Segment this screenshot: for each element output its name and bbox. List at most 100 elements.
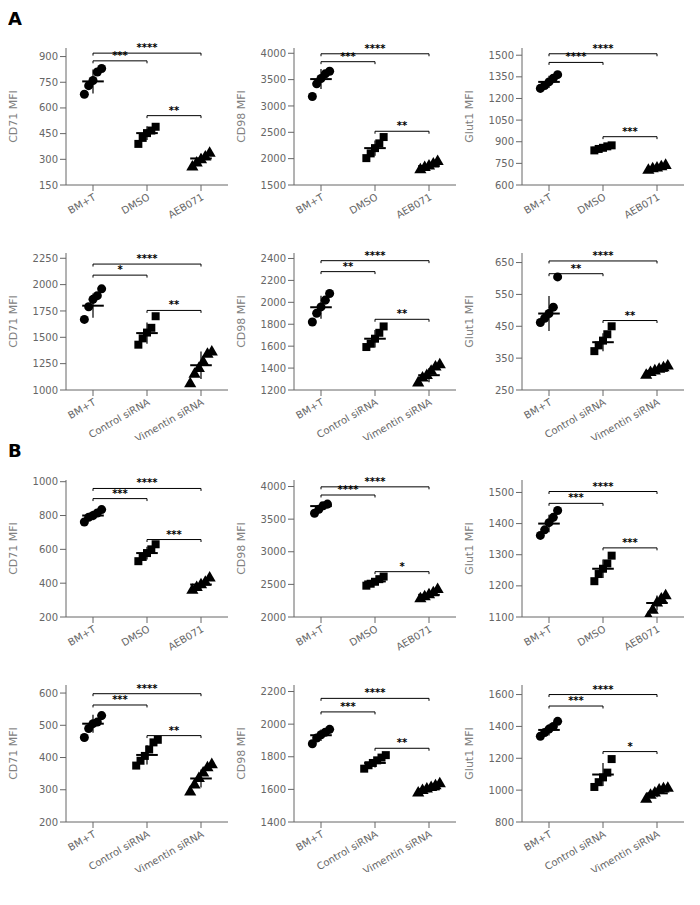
svg-text:**: ** [169, 299, 180, 310]
svg-text:800: 800 [39, 510, 58, 521]
svg-text:***: *** [622, 126, 638, 137]
svg-text:AEB071: AEB071 [166, 191, 205, 220]
svg-text:450: 450 [39, 128, 58, 139]
svg-text:400: 400 [39, 578, 58, 589]
svg-text:2000: 2000 [261, 719, 286, 730]
svg-text:****: **** [137, 477, 159, 488]
svg-text:1500: 1500 [33, 332, 58, 343]
svg-text:Vimentin siRNA: Vimentin siRNA [133, 396, 205, 440]
svg-text:AEB071: AEB071 [622, 623, 661, 652]
svg-text:BM+T: BM+T [522, 623, 554, 648]
svg-text:3000: 3000 [261, 546, 286, 557]
svg-text:2500: 2500 [261, 579, 286, 590]
svg-text:4000: 4000 [261, 48, 286, 59]
svg-text:****: **** [137, 683, 159, 694]
svg-text:1500: 1500 [489, 50, 514, 61]
svg-text:1200: 1200 [489, 753, 514, 764]
svg-text:BM+T: BM+T [294, 396, 326, 421]
svg-text:1600: 1600 [489, 689, 514, 700]
svg-text:1100: 1100 [489, 612, 514, 623]
svg-text:600: 600 [39, 544, 58, 555]
svg-text:BM+T: BM+T [66, 623, 98, 648]
svg-text:***: *** [568, 492, 584, 503]
svg-text:***: *** [112, 50, 128, 61]
svg-text:****: **** [593, 684, 615, 695]
svg-text:CD98 MFI: CD98 MFI [236, 522, 248, 575]
svg-text:400: 400 [39, 752, 58, 763]
svg-text:BM+T: BM+T [522, 396, 554, 421]
svg-text:AEB071: AEB071 [166, 623, 205, 652]
svg-text:2500: 2500 [261, 127, 286, 138]
svg-text:**: ** [169, 105, 180, 116]
svg-text:1600: 1600 [261, 341, 286, 352]
svg-text:Vimentin siRNA: Vimentin siRNA [589, 396, 661, 440]
svg-text:1600: 1600 [261, 784, 286, 795]
svg-text:CD98 MFI: CD98 MFI [236, 727, 248, 780]
svg-text:CD71 MFI: CD71 MFI [8, 295, 20, 348]
svg-text:1000: 1000 [33, 385, 58, 396]
svg-text:CD71 MFI: CD71 MFI [8, 90, 20, 143]
svg-text:***: *** [112, 694, 128, 705]
svg-text:****: **** [137, 42, 159, 53]
svg-text:2250: 2250 [33, 253, 58, 264]
svg-text:150: 150 [39, 180, 58, 191]
svg-text:3500: 3500 [261, 74, 286, 85]
svg-text:**: ** [397, 308, 408, 319]
svg-text:BM+T: BM+T [522, 191, 554, 216]
svg-text:***: *** [568, 695, 584, 706]
svg-text:550: 550 [495, 289, 514, 300]
svg-text:CD98 MFI: CD98 MFI [236, 90, 248, 143]
svg-text:*: * [399, 561, 405, 572]
svg-text:**: ** [397, 120, 408, 131]
svg-text:CD98 MFI: CD98 MFI [236, 295, 248, 348]
svg-text:***: *** [166, 529, 182, 540]
svg-text:BM+T: BM+T [522, 828, 554, 853]
svg-text:****: **** [365, 476, 387, 487]
svg-text:****: **** [137, 253, 159, 264]
svg-text:2200: 2200 [261, 275, 286, 286]
svg-text:4000: 4000 [261, 481, 286, 492]
svg-text:2000: 2000 [33, 279, 58, 290]
svg-text:Glut1 MFI: Glut1 MFI [464, 522, 476, 574]
svg-text:300: 300 [39, 154, 58, 165]
svg-text:DMSO: DMSO [348, 623, 380, 648]
svg-text:600: 600 [39, 102, 58, 113]
svg-text:AEB071: AEB071 [622, 191, 661, 220]
svg-text:****: **** [338, 484, 360, 495]
svg-text:1200: 1200 [261, 385, 286, 396]
svg-text:1400: 1400 [261, 363, 286, 374]
svg-text:BM+T: BM+T [66, 191, 98, 216]
svg-text:200: 200 [39, 817, 58, 828]
svg-text:Vimentin siRNA: Vimentin siRNA [361, 828, 433, 872]
svg-text:1500: 1500 [489, 487, 514, 498]
svg-text:Glut1 MFI: Glut1 MFI [464, 295, 476, 347]
svg-text:***: *** [340, 51, 356, 62]
svg-text:*: * [117, 264, 123, 275]
svg-text:1000: 1000 [33, 476, 58, 487]
svg-text:1300: 1300 [489, 549, 514, 560]
svg-text:250: 250 [495, 385, 514, 396]
svg-text:1800: 1800 [261, 319, 286, 330]
svg-text:2200: 2200 [261, 686, 286, 697]
svg-text:2000: 2000 [261, 612, 286, 623]
svg-text:DMSO: DMSO [120, 623, 152, 648]
svg-text:1250: 1250 [33, 358, 58, 369]
svg-text:****: **** [593, 481, 615, 492]
svg-text:Vimentin siRNA: Vimentin siRNA [361, 396, 433, 440]
svg-text:BM+T: BM+T [294, 623, 326, 648]
svg-text:Glut1 MFI: Glut1 MFI [464, 90, 476, 142]
svg-text:AEB071: AEB071 [394, 623, 433, 652]
svg-text:**: ** [397, 737, 408, 748]
svg-text:2000: 2000 [261, 297, 286, 308]
svg-text:450: 450 [495, 321, 514, 332]
svg-text:***: *** [622, 537, 638, 548]
svg-text:2400: 2400 [261, 253, 286, 264]
svg-text:DMSO: DMSO [576, 191, 608, 216]
svg-text:1350: 1350 [489, 71, 514, 82]
svg-text:BM+T: BM+T [294, 191, 326, 216]
svg-text:**: ** [571, 263, 582, 274]
svg-text:350: 350 [495, 353, 514, 364]
svg-text:**: ** [343, 261, 354, 272]
svg-text:650: 650 [495, 257, 514, 268]
svg-text:CD71 MFI: CD71 MFI [8, 727, 20, 780]
